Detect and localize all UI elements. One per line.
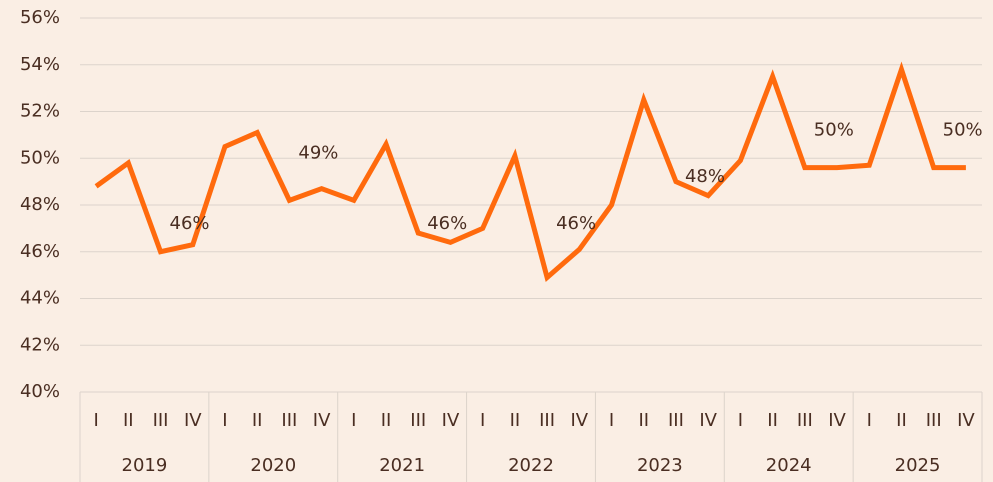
x-group-label: 2021 [379,455,425,476]
x-tick-label: II [767,410,778,431]
x-tick-label: IV [828,410,846,431]
x-tick-label: IV [442,410,460,431]
x-tick-label: III [410,410,426,431]
x-tick-label: II [510,410,521,431]
y-tick-label: 56% [20,7,60,28]
x-group-label: 2022 [508,455,554,476]
x-group-label: 2020 [250,455,296,476]
x-tick-label: IV [699,410,717,431]
y-tick-label: 50% [20,147,60,168]
x-tick-label: I [480,410,485,431]
annotation: 50% [814,119,854,140]
x-tick-label: III [153,410,169,431]
annotation: 46% [427,213,467,234]
x-tick-label: II [123,410,134,431]
y-tick-label: 40% [20,381,60,402]
x-tick-label: II [638,410,649,431]
x-tick-label: II [896,410,907,431]
x-tick-label: I [93,410,98,431]
x-tick-label: III [281,410,297,431]
x-tick-label: III [797,410,813,431]
x-tick-label: I [222,410,227,431]
annotation: 48% [685,166,725,187]
x-group-label: 2024 [766,455,812,476]
annotation: 49% [298,143,338,164]
x-tick-label: IV [313,410,331,431]
x-tick-label: I [738,410,743,431]
annotation: 46% [170,213,210,234]
y-tick-label: 54% [20,54,60,75]
x-tick-label: II [252,410,263,431]
x-tick-label: III [668,410,684,431]
x-tick-label: III [926,410,942,431]
annotation: 46% [556,213,596,234]
y-tick-label: 42% [20,334,60,355]
y-tick-label: 44% [20,288,60,309]
line-series [94,61,966,282]
x-group-label: 2025 [895,455,941,476]
x-tick-label: I [609,410,614,431]
x-tick-label: IV [571,410,589,431]
x-tick-label: III [539,410,555,431]
x-tick-label: IV [957,410,975,431]
y-tick-label: 46% [20,241,60,262]
x-tick-label: I [351,410,356,431]
y-tick-label: 52% [20,101,60,122]
annotation: 50% [943,119,983,140]
x-group-label: 2019 [122,455,168,476]
y-tick-label: 48% [20,194,60,215]
x-tick-label: II [381,410,392,431]
x-tick-label: I [867,410,872,431]
x-tick-label: IV [184,410,202,431]
x-group-label: 2023 [637,455,683,476]
